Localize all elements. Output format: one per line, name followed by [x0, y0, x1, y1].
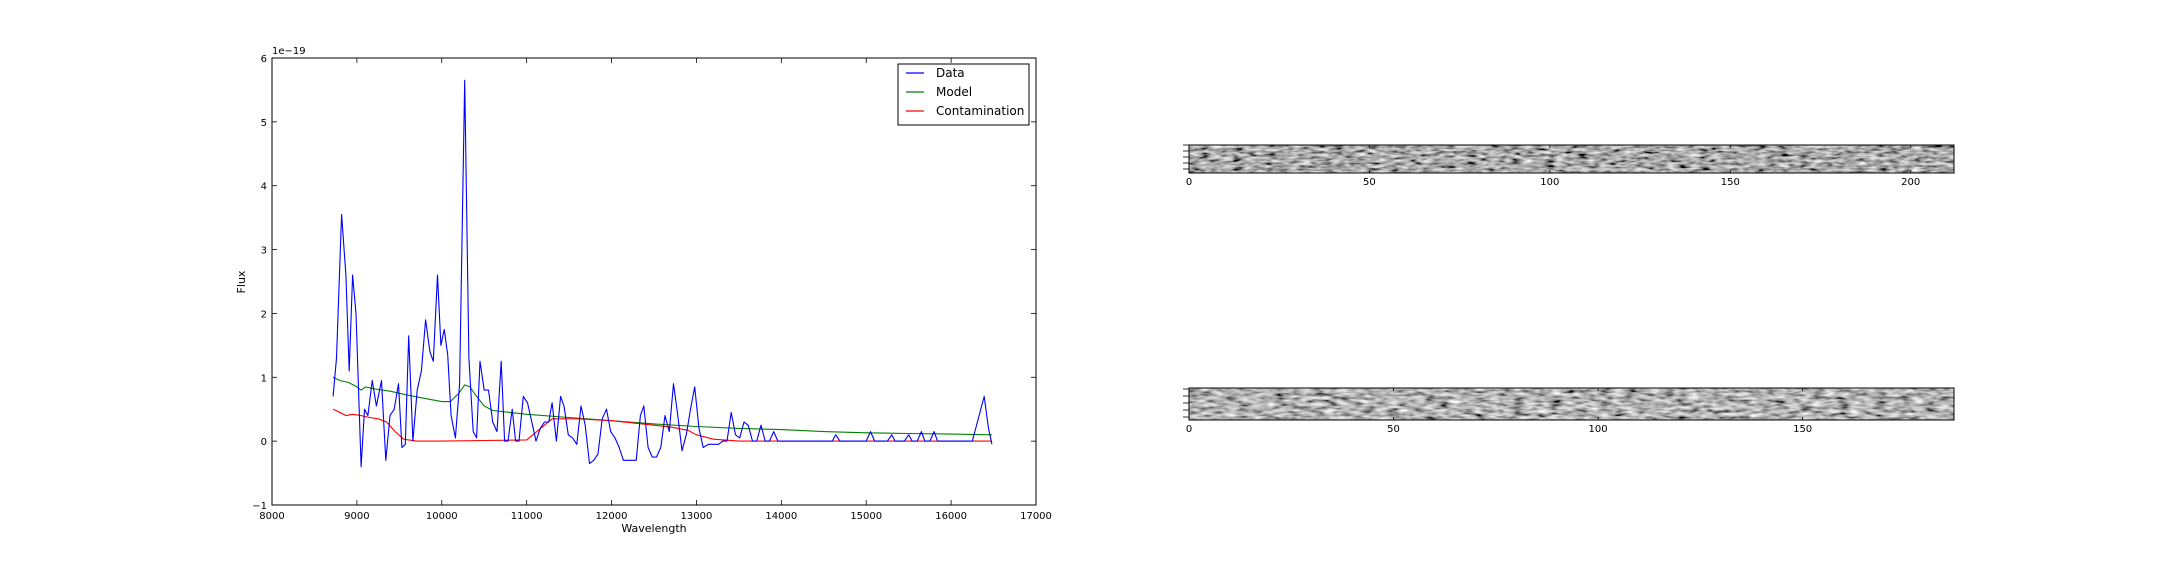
image-x-tick-label: 0 — [1186, 424, 1192, 435]
axis-ticks: 8000 9000 10000 11000 12000 13000 14000 15000 16… — [252, 54, 1052, 522]
image-bottom-yticks — [1183, 388, 1189, 418]
x-tick-label: 12000 — [596, 511, 628, 522]
y-tick-label: 0 — [261, 437, 267, 448]
x-tick-label: 11000 — [511, 511, 543, 522]
image-x-tick-label: 100 — [1540, 177, 1559, 188]
plot-area — [271, 57, 1037, 506]
x-tick-label: 8000 — [259, 511, 284, 522]
x-tick-label: 13000 — [681, 511, 713, 522]
y-axis-label: Flux — [235, 270, 248, 293]
spectrum-chart: 8000 9000 10000 11000 12000 13000 14000 15000 16… — [235, 46, 1052, 535]
y-tick-label: 6 — [261, 54, 267, 65]
image-bottom-raster — [1189, 388, 1954, 420]
x-tick-label: 9000 — [344, 511, 369, 522]
image-x-tick-label: 0 — [1186, 177, 1192, 188]
image-x-tick-label: 100 — [1589, 424, 1608, 435]
y-tick-label: 3 — [261, 246, 267, 257]
series-line-model — [332, 376, 992, 436]
image-bottom-xticks: 0 50 100 150 — [1186, 388, 1812, 435]
y-tick-label: −1 — [252, 501, 267, 512]
legend-label-contamination: Contamination — [936, 104, 1024, 118]
y-tick-label: 5 — [261, 118, 267, 129]
image-bottom-frame — [1188, 387, 1955, 421]
series-group — [332, 79, 993, 468]
spectrum-image-top: 0 50 100 150 200 — [1183, 144, 1955, 188]
image-x-tick-label: 150 — [1721, 177, 1740, 188]
x-tick-label: 17000 — [1020, 511, 1052, 522]
x-tick-label: 15000 — [850, 511, 882, 522]
image-x-tick-label: 200 — [1901, 177, 1920, 188]
image-x-tick-label: 50 — [1363, 177, 1376, 188]
image-top-yticks — [1183, 144, 1189, 170]
image-top-raster — [1189, 145, 1954, 173]
legend-box — [897, 63, 1030, 126]
offset-text: 1e−19 — [272, 46, 306, 57]
series-line-data — [332, 79, 993, 468]
y-tick-label: 2 — [261, 309, 267, 320]
legend-label-data: Data — [936, 66, 965, 80]
image-top-xticks: 0 50 100 150 200 — [1186, 145, 1920, 188]
x-tick-label: 14000 — [765, 511, 797, 522]
image-x-tick-label: 50 — [1387, 424, 1400, 435]
legend-label-model: Model — [936, 85, 972, 99]
y-tick-label: 1 — [261, 373, 267, 384]
x-tick-label: 16000 — [935, 511, 967, 522]
legend: Data Model Contamination — [897, 63, 1030, 126]
image-top-frame — [1188, 144, 1955, 174]
x-axis-label: Wavelength — [621, 522, 686, 535]
image-x-tick-label: 150 — [1793, 424, 1812, 435]
spectrum-image-bottom: 0 50 100 150 — [1183, 387, 1955, 435]
x-tick-label: 10000 — [426, 511, 458, 522]
y-tick-label: 4 — [261, 182, 267, 193]
